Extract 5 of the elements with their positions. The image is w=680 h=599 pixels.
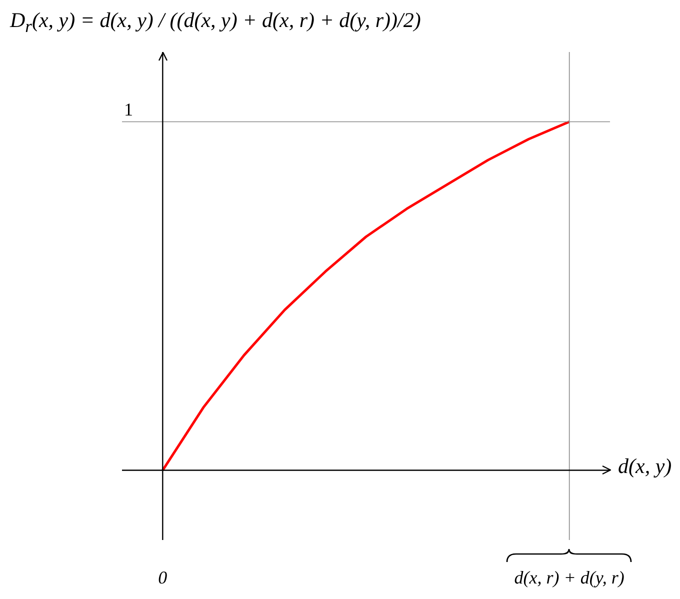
x-tick-label: d(x, r) + d(y, r) (514, 568, 624, 588)
ref-line-label: 1 (124, 99, 133, 120)
x-tick-label: 0 (158, 568, 168, 588)
y-axis-title: D$_{r}$(x, y) = d(x, y) / ((d(x, y) + d(x, r) + d(y, r))/2) (10, 8, 421, 38)
x-axis-title: d(x, y) (618, 454, 672, 480)
